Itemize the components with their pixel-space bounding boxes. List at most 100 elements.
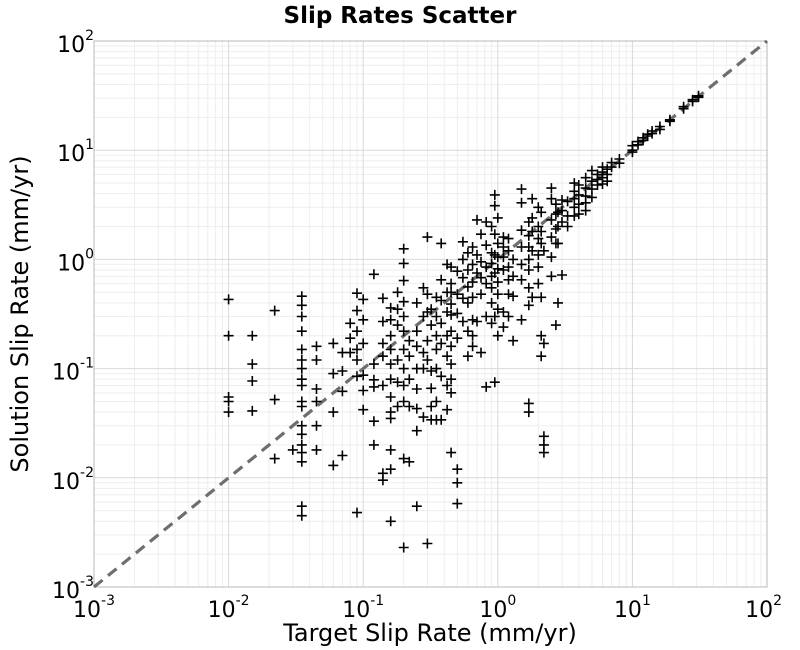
- data-point: [489, 229, 500, 240]
- data-point: [296, 456, 307, 467]
- data-point: [398, 542, 409, 553]
- data-point: [638, 135, 649, 146]
- data-point: [296, 344, 307, 355]
- data-point: [452, 498, 463, 509]
- data-point: [508, 254, 519, 265]
- data-point: [446, 341, 457, 352]
- data-point: [523, 282, 534, 293]
- data-point: [431, 330, 442, 341]
- data-point: [296, 401, 307, 412]
- data-point: [527, 212, 538, 223]
- data-point: [398, 258, 409, 269]
- data-point: [553, 238, 563, 249]
- data-point: [481, 311, 492, 322]
- x-tick-label: 100: [479, 593, 516, 623]
- data-point: [411, 501, 422, 512]
- data-point: [678, 103, 689, 114]
- data-point: [385, 444, 396, 455]
- data-point: [467, 341, 478, 352]
- data-point: [247, 330, 258, 341]
- y-tick-label: 10-2: [52, 465, 94, 495]
- data-point: [411, 403, 422, 414]
- data-point: [550, 320, 561, 331]
- data-point: [486, 221, 497, 232]
- data-point: [503, 245, 514, 256]
- data-point: [377, 338, 388, 349]
- data-point: [368, 439, 379, 450]
- data-point: [296, 501, 307, 512]
- data-point: [503, 311, 514, 322]
- scatter-points: [223, 90, 704, 553]
- data-point: [536, 207, 547, 218]
- data-point: [436, 295, 447, 306]
- y-tick-label: 10-3: [52, 574, 94, 604]
- data-point: [422, 538, 433, 549]
- data-point: [489, 311, 500, 322]
- data-point: [311, 396, 322, 407]
- data-point: [452, 477, 463, 488]
- data-point: [422, 355, 433, 365]
- data-point: [457, 254, 468, 265]
- data-point: [422, 232, 433, 243]
- data-point: [523, 398, 534, 409]
- data-point: [462, 351, 473, 362]
- data-point: [557, 270, 567, 280]
- data-point: [664, 116, 675, 127]
- data-point: [476, 289, 486, 300]
- data-point: [385, 302, 396, 313]
- data-point: [398, 363, 409, 374]
- data-point: [538, 447, 549, 458]
- data-point: [223, 407, 234, 418]
- data-point: [457, 272, 468, 283]
- data-point: [489, 189, 500, 200]
- data-point: [296, 300, 307, 311]
- data-point: [614, 158, 625, 169]
- data-point: [462, 281, 473, 292]
- data-point: [404, 456, 415, 467]
- data-point: [368, 269, 379, 280]
- data-point: [523, 254, 534, 265]
- data-point: [436, 238, 447, 249]
- plot-frame: [93, 40, 768, 588]
- data-point: [647, 128, 658, 139]
- data-point: [573, 180, 584, 190]
- data-point: [398, 311, 409, 322]
- data-point: [446, 299, 457, 310]
- data-point: [398, 275, 409, 286]
- data-point: [431, 311, 442, 322]
- data-point: [492, 304, 503, 315]
- data-point: [431, 344, 442, 355]
- data-point: [436, 338, 447, 349]
- data-point: [503, 262, 514, 273]
- data-point: [446, 278, 457, 289]
- data-point: [476, 229, 486, 240]
- data-point: [536, 238, 547, 249]
- data-point: [486, 258, 497, 269]
- data-point: [536, 292, 547, 303]
- data-point: [352, 355, 362, 365]
- data-point: [385, 392, 396, 402]
- data-point: [533, 262, 544, 273]
- data-point: [418, 412, 429, 423]
- data-point: [562, 221, 573, 232]
- data-point: [385, 359, 396, 370]
- data-point: [287, 444, 298, 455]
- data-point: [377, 380, 388, 391]
- data-point: [392, 320, 403, 331]
- data-point: [392, 355, 403, 365]
- data-point: [269, 305, 280, 316]
- data-point: [352, 288, 362, 299]
- data-point: [398, 326, 409, 337]
- data-point: [546, 232, 557, 243]
- data-point: [516, 184, 527, 195]
- data-point: [385, 516, 396, 527]
- data-point: [687, 96, 698, 107]
- data-point: [296, 429, 307, 440]
- data-point: [467, 330, 478, 341]
- chart-title: Slip Rates Scatter: [284, 3, 518, 29]
- data-point: [398, 296, 409, 307]
- data-point: [527, 245, 538, 256]
- data-point: [536, 351, 547, 362]
- data-point: [436, 318, 447, 329]
